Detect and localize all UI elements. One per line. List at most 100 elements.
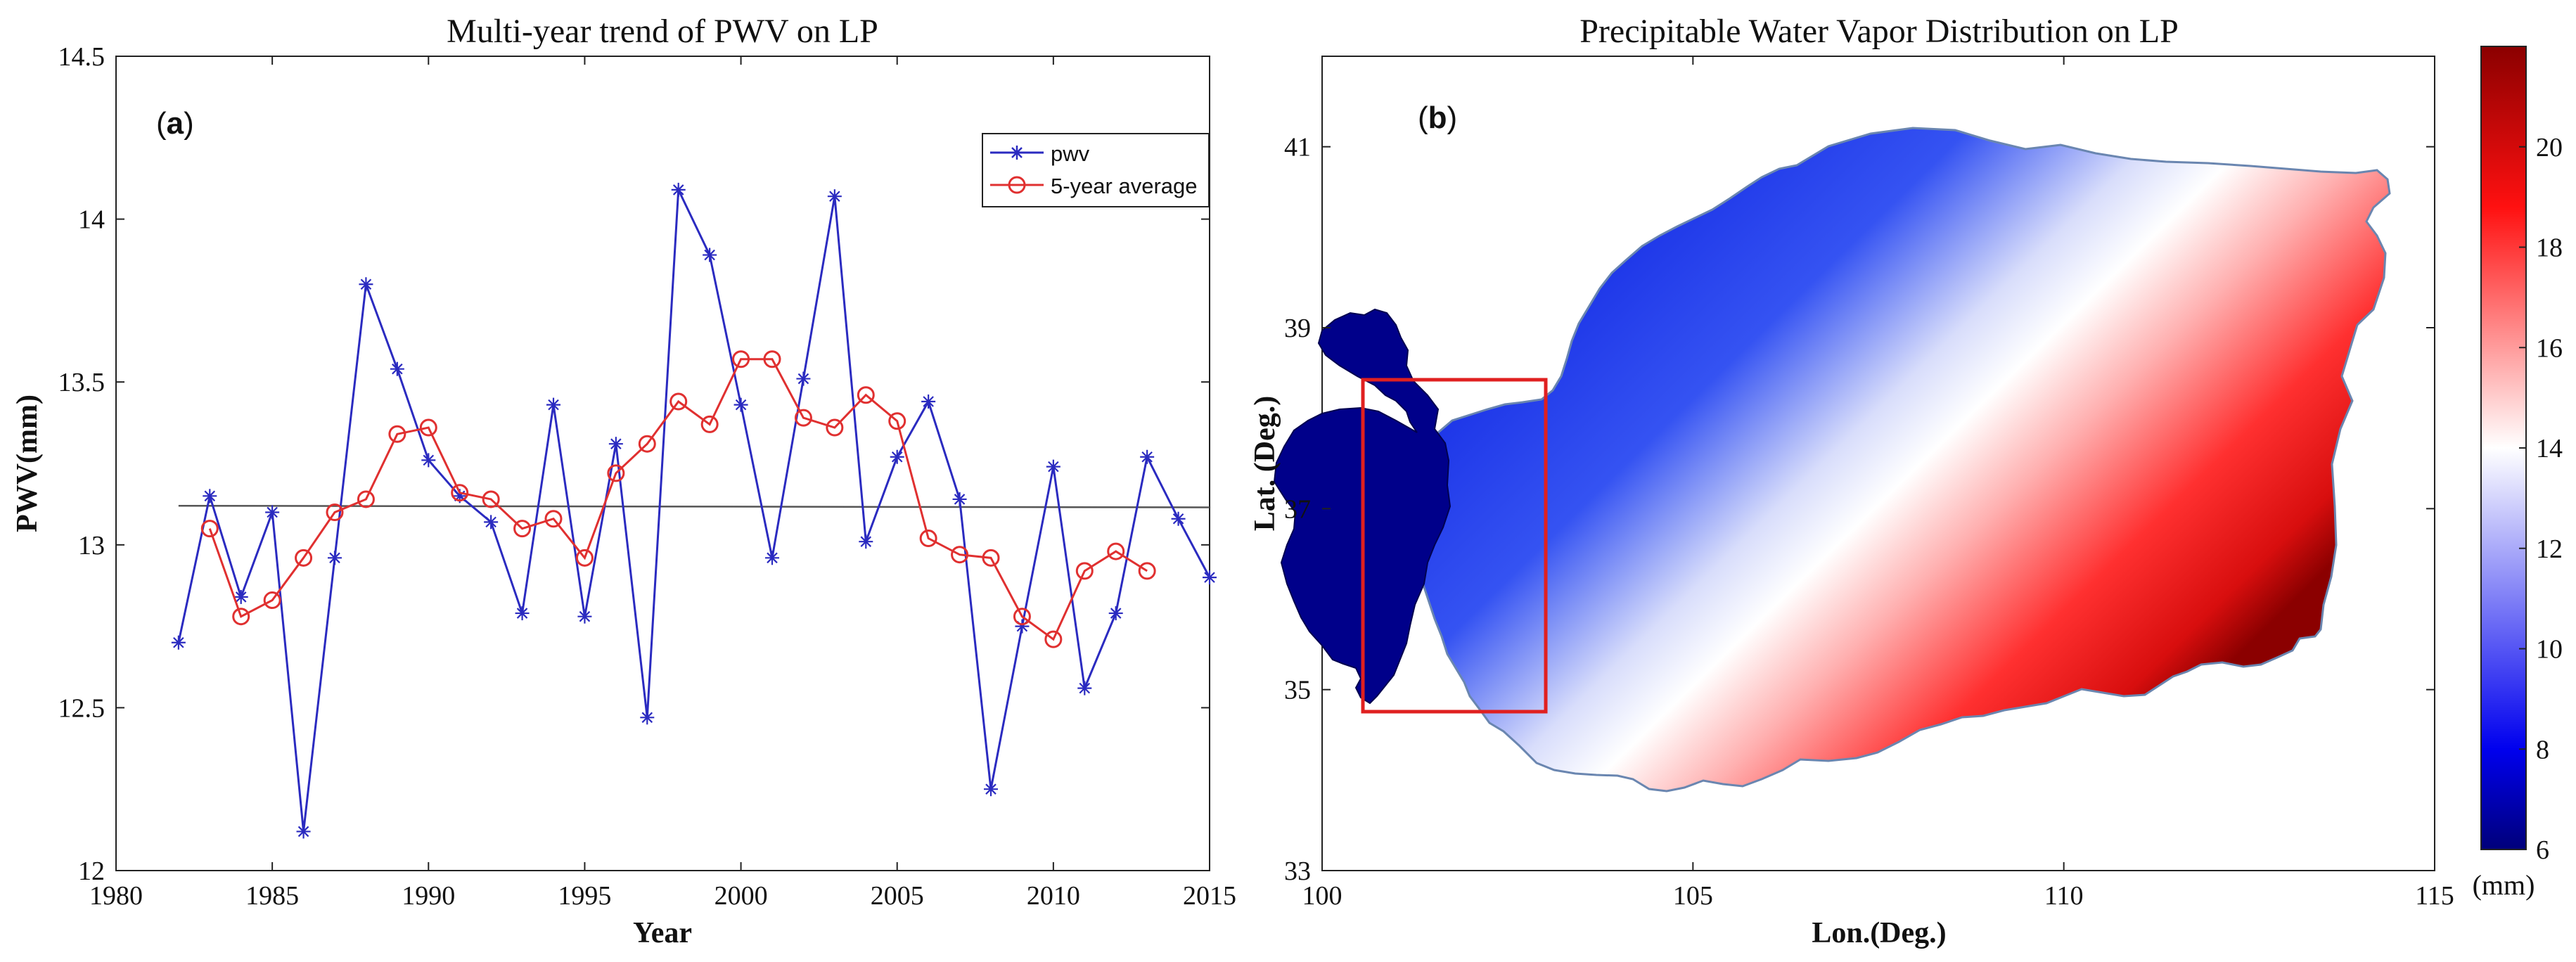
pwv-marker-stroke: [1141, 451, 1153, 463]
average-data-point: [951, 546, 969, 564]
pwv-data-point: [577, 609, 592, 624]
average-data-point: [732, 350, 750, 368]
panel-b-xlabel: Lon.(Deg.): [1812, 917, 1946, 949]
pwv-data-point: [703, 248, 717, 262]
pwv-data-point: [359, 277, 373, 292]
y-tick-label: 12: [78, 857, 105, 886]
lat-tick-label: 37: [1284, 494, 1311, 524]
pwv-marker-stroke: [297, 826, 309, 838]
average-series-line: [208, 358, 1148, 641]
pwv-marker-stroke: [360, 278, 372, 290]
x-tick-label: 1995: [558, 881, 611, 911]
average-data-point: [607, 464, 625, 482]
average-data-point: [295, 549, 313, 567]
lat-tick-label: 33: [1284, 857, 1311, 886]
average-data-point: [544, 510, 563, 528]
pwv-data-point: [390, 361, 404, 376]
average-data-point: [1044, 630, 1063, 648]
panel-b-title: Precipitable Water Vapor Distribution on…: [1579, 13, 2179, 50]
pwv-marker-stroke: [516, 608, 528, 619]
pwv-data-point: [171, 635, 186, 650]
average-data-point: [419, 418, 437, 437]
pwv-marker-stroke: [1204, 572, 1215, 583]
pwv-data-point: [671, 182, 686, 197]
average-data-point: [1013, 608, 1031, 626]
average-data-point: [263, 591, 281, 610]
panel-b-map: Precipitable Water Vapor Distribution on…: [1249, 13, 2563, 949]
colorbar-tick-label: 20: [2536, 133, 2563, 162]
pwv-data-point: [827, 189, 842, 204]
average-data-point: [826, 418, 844, 437]
pwv-data-point: [608, 437, 623, 451]
pwv-data-point: [265, 505, 280, 520]
average-data-point: [669, 392, 688, 411]
pwv-marker-stroke: [485, 516, 496, 528]
y-tick-label: 13.5: [58, 368, 105, 397]
average-data-point: [326, 503, 344, 521]
average-data-point: [794, 409, 812, 427]
x-tick-label: 2005: [871, 881, 924, 911]
colorbar-unit: (mm): [2473, 869, 2535, 901]
y-tick-label: 14: [78, 205, 105, 235]
lon-tick-label: 115: [2415, 881, 2454, 911]
x-tick-label: 1980: [89, 881, 143, 911]
average-data-point: [451, 484, 469, 502]
panel-a-plot-frame: [115, 56, 1210, 871]
highlight-box: [1361, 378, 1548, 714]
pwv-data-point: [1108, 606, 1123, 621]
pwv-data-point: [921, 394, 936, 409]
average-data-point: [857, 386, 875, 404]
x-tick-label: 1990: [402, 881, 455, 911]
pwv-marker-stroke: [579, 610, 591, 622]
pwv-data-point: [515, 606, 530, 621]
average-data-point: [388, 425, 406, 443]
pwv-marker-stroke: [204, 490, 216, 502]
pwv-data-point: [546, 397, 560, 412]
pwv-marker-stroke: [704, 249, 715, 261]
average-data-point: [1107, 542, 1125, 560]
legend-pwv-label: pwv: [1051, 141, 1090, 166]
pwv-marker-stroke: [641, 712, 653, 724]
pwv-marker-stroke: [1172, 513, 1184, 525]
pwv-data-point: [984, 782, 998, 797]
pwv-data-point: [859, 534, 873, 549]
pwv-marker-stroke: [672, 184, 684, 195]
legend-box: [982, 133, 1210, 207]
average-data-point: [700, 415, 719, 433]
pwv-data-point: [328, 551, 342, 565]
panel-a-label: (a): [156, 106, 194, 141]
y-tick-label: 13: [78, 531, 105, 560]
pwv-marker-stroke: [923, 396, 934, 407]
legend-avg-label: 5-year average: [1051, 174, 1198, 198]
legend-avg-marker: [1008, 176, 1026, 194]
panel-b-ylabel: Lat. (Deg.): [1249, 396, 1281, 531]
pwv-marker-stroke: [329, 552, 340, 564]
pwv-marker-stroke: [1048, 461, 1059, 473]
pwv-data-point: [233, 589, 248, 604]
average-data-point: [982, 549, 1000, 567]
colorbar-tick-label: 6: [2536, 835, 2549, 865]
pwv-data-point: [421, 453, 436, 468]
pwv-data-point: [1171, 511, 1186, 526]
pwv-data-point: [1046, 459, 1060, 474]
average-data-point: [763, 350, 781, 368]
lat-tick-label: 35: [1284, 676, 1311, 705]
colorbar-tick-label: 8: [2536, 735, 2549, 764]
pwv-data-point: [765, 551, 779, 565]
pwv-marker-stroke: [891, 451, 903, 463]
pwv-marker-stroke: [267, 506, 278, 518]
pwv-data-point: [796, 371, 811, 386]
legend: pwv 5-year average: [982, 133, 1210, 207]
pwv-data-point: [733, 397, 748, 412]
pwv-data-point: [640, 710, 655, 725]
pwv-marker-stroke: [173, 636, 184, 648]
x-tick-label: 2010: [1027, 881, 1080, 911]
pwv-marker-stroke: [610, 438, 622, 449]
colorbar-tick-label: 18: [2536, 233, 2563, 263]
pwv-data-point: [1140, 449, 1155, 464]
average-data-point: [919, 530, 937, 548]
pwv-marker-stroke: [548, 399, 559, 411]
average-data-point: [1138, 562, 1156, 580]
x-tick-label: 2000: [715, 881, 768, 911]
pwv-data-point: [296, 824, 311, 839]
